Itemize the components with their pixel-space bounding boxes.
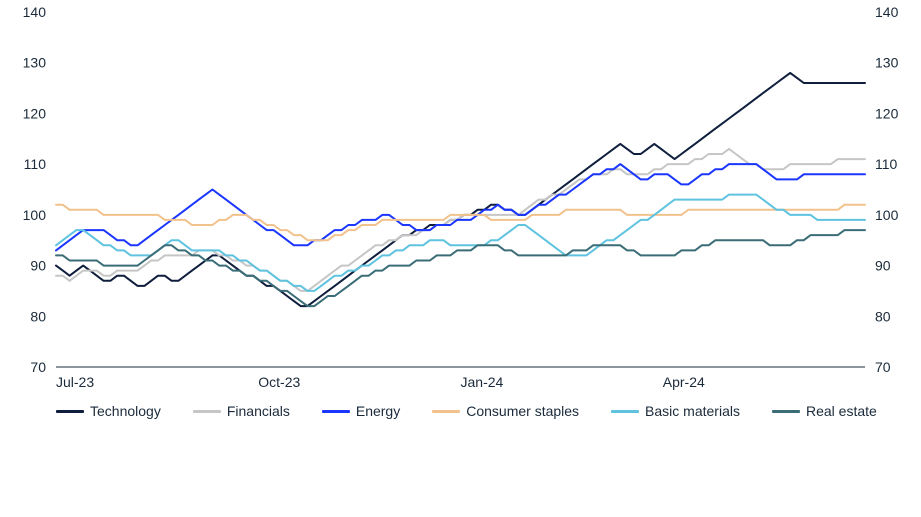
y-tick-left: 80 [30, 308, 46, 324]
legend-swatch [56, 410, 84, 413]
chart-legend: Technology Financials Energy Consumer stapl… [56, 403, 901, 419]
legend-label: Financials [227, 403, 290, 419]
x-tick-label: Jul-23 [56, 374, 94, 390]
chart-canvas: 70 70 80 80 90 90 100 100 110 110 120 120 130 130 140 1… [0, 0, 921, 517]
y-tick-right: 120 [875, 105, 899, 121]
legend-item: Basic materials [611, 403, 740, 419]
y-tick-left: 140 [23, 4, 47, 20]
legend-swatch [322, 410, 350, 413]
y-tick-left: 130 [23, 55, 47, 71]
y-tick-left: 110 [24, 156, 47, 172]
y-tick-left: 120 [23, 105, 47, 121]
y-tick-right: 70 [875, 359, 891, 375]
legend-swatch [772, 410, 800, 413]
legend-item: Technology [56, 403, 161, 419]
legend-item: Energy [322, 403, 400, 419]
legend-label: Consumer staples [466, 403, 579, 419]
y-tick-right: 130 [875, 55, 899, 71]
y-tick-right: 100 [875, 207, 899, 223]
legend-swatch [432, 410, 460, 413]
y-tick-right: 140 [875, 4, 899, 20]
x-tick-label: Oct-23 [258, 374, 300, 390]
x-tick-label: Apr-24 [663, 374, 705, 390]
legend-item: Real estate [772, 403, 877, 419]
y-tick-left: 70 [30, 359, 46, 375]
legend-label: Technology [90, 403, 161, 419]
legend-label: Energy [356, 403, 400, 419]
y-tick-right: 80 [875, 308, 891, 324]
y-tick-left: 90 [30, 258, 46, 274]
sector-performance-chart: 70 70 80 80 90 90 100 100 110 110 120 120 130 130 140 1… [0, 0, 921, 517]
legend-label: Real estate [806, 403, 877, 419]
legend-item: Consumer staples [432, 403, 579, 419]
legend-item: Financials [193, 403, 290, 419]
legend-swatch [611, 410, 639, 413]
legend-label: Basic materials [645, 403, 740, 419]
y-tick-right: 110 [875, 156, 898, 172]
legend-swatch [193, 410, 221, 413]
x-tick-label: Jan-24 [461, 374, 504, 390]
y-tick-right: 90 [875, 258, 891, 274]
y-tick-left: 100 [23, 207, 47, 223]
